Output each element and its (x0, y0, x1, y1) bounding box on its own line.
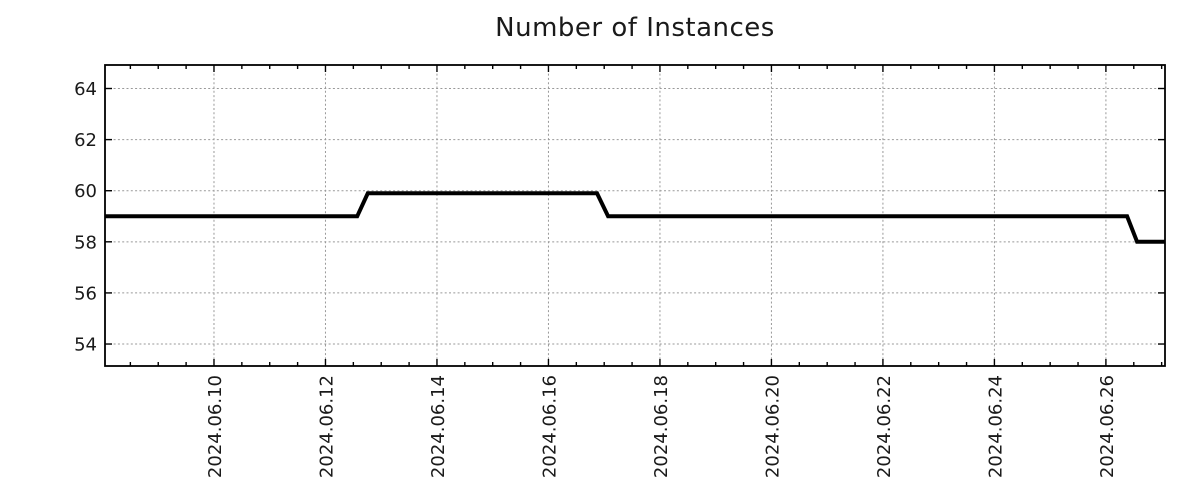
x-tick-label: 2024.06.10 (205, 375, 226, 478)
x-tick-label: 2024.06.12 (316, 375, 337, 478)
x-tick-label: 2024.06.14 (428, 375, 449, 478)
x-tick-label: 2024.06.26 (1097, 375, 1118, 478)
x-tick-label: 2024.06.22 (874, 375, 895, 478)
y-tick-label: 62 (74, 130, 97, 151)
x-tick-label: 2024.06.18 (651, 375, 672, 478)
y-tick-label: 60 (74, 181, 97, 202)
plot-border (104, 64, 1166, 367)
x-tick-label: 2024.06.16 (539, 375, 560, 478)
x-tick-label: 2024.06.24 (985, 375, 1006, 478)
data-line-instances (105, 191, 1165, 244)
y-tick-label: 58 (74, 232, 97, 253)
y-tick-label: 56 (74, 283, 97, 304)
chart-title: Number of Instances (495, 13, 775, 43)
y-tick-label: 64 (74, 79, 97, 100)
y-tick-label: 54 (74, 335, 97, 356)
x-tick-label: 2024.06.20 (762, 375, 783, 478)
